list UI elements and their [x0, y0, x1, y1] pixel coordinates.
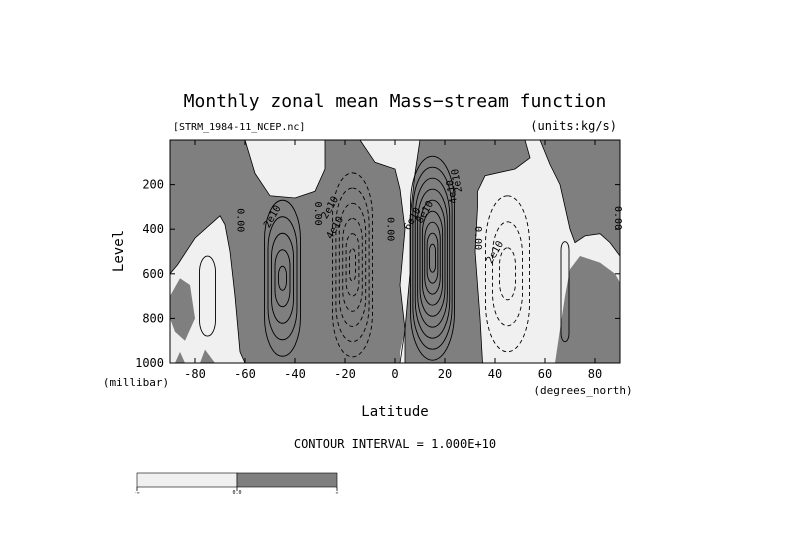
zero-contour [404, 140, 421, 363]
x-tick-label: 0 [391, 367, 398, 381]
positive-region [200, 349, 215, 363]
southern-ferrel-cell-contour [264, 199, 301, 357]
colorbar-label-max: ∞ [336, 490, 339, 495]
zero-contour [359, 140, 406, 363]
northern-hadley-cell-contour [424, 221, 441, 295]
zero-contour [539, 140, 620, 257]
positive-region [170, 278, 195, 341]
northern-hadley-cell-contour [421, 210, 444, 306]
contour-label: 2e10 [450, 168, 465, 194]
positive-region [405, 140, 530, 363]
x-tick-label: -40 [284, 367, 306, 381]
contour-label: 0.00 [612, 206, 623, 230]
contour-interval-text: CONTOUR INTERVAL = 1.000E+10 [294, 437, 496, 451]
southern-hadley-cell-contour [332, 172, 373, 358]
x-axis-label: Latitude [361, 404, 428, 420]
y-tick-label: 800 [142, 311, 164, 325]
chart-title: Monthly zonal mean Mass−stream function [184, 91, 607, 112]
northern-polar-cell-contour [560, 241, 570, 343]
positive-region [175, 351, 185, 363]
x-tick-label: 40 [488, 367, 502, 381]
x-tick-label: 80 [588, 367, 602, 381]
units-label: (units:kg/s) [530, 119, 617, 133]
southern-ferrel-cell-contour [267, 216, 298, 341]
southern-hadley-cell-contour [349, 248, 356, 282]
zero-contour [170, 215, 246, 363]
zero-contour [474, 140, 531, 363]
southern-hadley-cell-contour [342, 218, 363, 312]
northern-ferrel-cell-contour [499, 247, 516, 301]
northern-hadley-cell-contour [410, 155, 455, 361]
southern-hadley-cell-contour [335, 187, 370, 343]
southern-hadley-cell-contour [345, 233, 360, 297]
northern-ferrel-cell-contour [485, 195, 530, 353]
x-tick-label: -20 [334, 367, 356, 381]
y-unit-label: (millibar) [103, 376, 169, 389]
contour-label: 0.00 [312, 202, 323, 226]
northern-hadley-cell-contour [429, 243, 436, 273]
southern-ferrel-cell-contour [271, 232, 294, 324]
colorbar-label-min: -∞ [135, 490, 140, 495]
northern-hadley-cell-contour [417, 188, 448, 328]
x-tick-label: -60 [234, 367, 256, 381]
y-tick-label: 1000 [135, 356, 164, 370]
southern-ferrel-cell-contour [274, 249, 291, 308]
file-label: [STRM_1984-11_NCEP.nc] [173, 122, 305, 133]
southern-hadley-cell-contour [338, 202, 367, 327]
northern-hadley-cell-contour [412, 166, 453, 350]
x-tick-label: 60 [538, 367, 552, 381]
x-tick-label: 20 [438, 367, 452, 381]
axes: -80 -60 -40 -20 0 20 40 60 80 200 400 600 800 1000 [135, 140, 620, 381]
contour-label: 0.00 [235, 208, 246, 232]
zero-contour [244, 140, 326, 199]
southern-ferrel-cell-contour [278, 265, 287, 291]
x-unit-label: (degrees_north) [533, 384, 632, 397]
y-tick-label: 400 [142, 222, 164, 236]
positive-region [540, 140, 620, 256]
colorbar-negative [136, 472, 238, 488]
contour-label: 0.00 [385, 217, 396, 241]
colorbar-positive [236, 472, 338, 488]
contour-label: 4e10 [445, 179, 460, 205]
northern-ferrel-cell-contour [492, 221, 523, 327]
northern-hadley-cell-contour [419, 199, 446, 317]
colorbar-label-mid: 0.0 [232, 490, 241, 496]
x-tick-label: -80 [184, 367, 206, 381]
plot-area [170, 140, 620, 363]
positive-region [170, 140, 405, 363]
positive-region [555, 256, 620, 363]
southern-polar-cell-contour [199, 255, 216, 337]
colorbar: -∞ 0.0 ∞ [135, 472, 339, 496]
northern-hadley-cell-contour [414, 177, 451, 339]
northern-hadley-cell-contour [426, 232, 439, 284]
y-axis-label: Level [111, 230, 127, 272]
contour-label: 0.00 [472, 226, 483, 250]
y-tick-label: 200 [142, 178, 164, 192]
y-tick-label: 600 [142, 267, 164, 281]
